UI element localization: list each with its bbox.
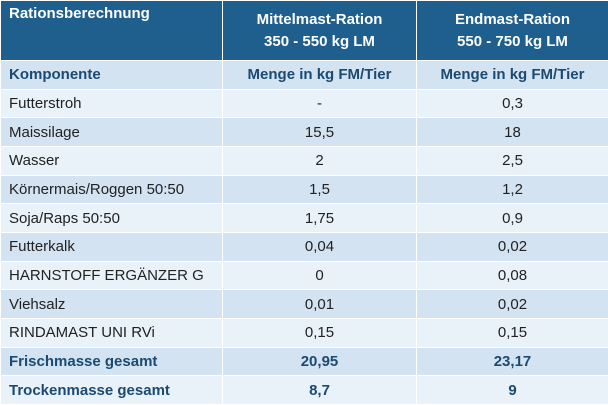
header-cell: Rationsberechnung <box>0 0 223 61</box>
header-row: Rationsberechnung Mittelmast-Ration 350 - … <box>0 0 608 61</box>
total-row: Trockenmasse gesamt 8,7 9 <box>0 375 608 405</box>
cell: 18 <box>416 117 608 147</box>
cell: - <box>222 88 417 119</box>
component-row: Wasser 2 2,5 <box>0 145 608 176</box>
cell: 8,7 <box>222 375 417 405</box>
cell: 0,01 <box>222 289 417 319</box>
header-text: 350 - 550 kg LM <box>264 32 375 50</box>
cell: 0,08 <box>416 260 608 291</box>
component-row: Soja/Raps 50:50 1,75 0,9 <box>0 203 608 233</box>
cell: HARNSTOFF ERGÄNZER G <box>0 260 223 291</box>
cell: Frischmasse gesamt <box>0 346 223 377</box>
header-text: Mittelmast-Ration <box>256 10 383 28</box>
cell: Menge in kg FM/Tier <box>222 60 417 90</box>
cell: Menge in kg FM/Tier <box>416 60 608 90</box>
cell: Trockenmasse gesamt <box>0 375 223 405</box>
component-row: Futterstroh -0,3 <box>0 88 608 119</box>
component-row: Futterkalk 0,04 0,02 <box>0 231 608 262</box>
cell: 2 <box>222 145 417 176</box>
component-row: Maissilage 15,5 18 <box>0 117 608 147</box>
cell: RINDAMAST UNI RVi <box>0 317 223 348</box>
header-text: 550 - 750 kg LM <box>457 32 568 50</box>
component-row: HARNSTOFF ERGÄNZER G 0 0,08 <box>0 260 608 291</box>
cell: 0,02 <box>416 289 608 319</box>
cell: Futterkalk <box>0 231 223 262</box>
header-cell: Endmast-Ration 550 - 750 kg LM <box>416 0 608 61</box>
component-row: Viehsalz 0,01 0,02 <box>0 289 608 319</box>
cell: Wasser <box>0 145 223 176</box>
cell: Maissilage <box>0 117 223 147</box>
total-row: Frischmasse gesamt 20,95 23,17 <box>0 346 608 377</box>
cell: 1,75 <box>222 203 417 233</box>
cell: Futterstroh <box>0 88 223 119</box>
cell: 0,15 <box>222 317 417 348</box>
cell: Komponente <box>0 60 223 90</box>
cell: 2,5 <box>416 145 608 176</box>
subheader-row: Komponente Menge in kg FM/Tier Menge in kg… <box>0 60 608 90</box>
cell: 0,04 <box>222 231 417 262</box>
cell: Viehsalz <box>0 289 223 319</box>
header-text: Rationsberechnung <box>9 5 150 22</box>
cell: Körnermais/Roggen 50:50 <box>0 174 223 205</box>
component-row: RINDAMAST UNI RVi 0,15 0,15 <box>0 317 608 348</box>
cell: 1,2 <box>416 174 608 205</box>
cell: 0,9 <box>416 203 608 233</box>
cell: 0 <box>222 260 417 291</box>
cell: 9 <box>416 375 608 405</box>
cell: 0,15 <box>416 317 608 348</box>
header-text: Endmast-Ration <box>454 10 570 28</box>
cell: 0,3 <box>416 88 608 119</box>
cell: 15,5 <box>222 117 417 147</box>
header-cell: Mittelmast-Ration 350 - 550 kg LM <box>222 0 417 61</box>
cell: Soja/Raps 50:50 <box>0 203 223 233</box>
cell: 0,02 <box>416 231 608 262</box>
cell: 1,5 <box>222 174 417 205</box>
cell: 20,95 <box>222 346 417 377</box>
component-row: Körnermais/Roggen 50:50 1,5 1,2 <box>0 174 608 205</box>
cell: 23,17 <box>416 346 608 377</box>
